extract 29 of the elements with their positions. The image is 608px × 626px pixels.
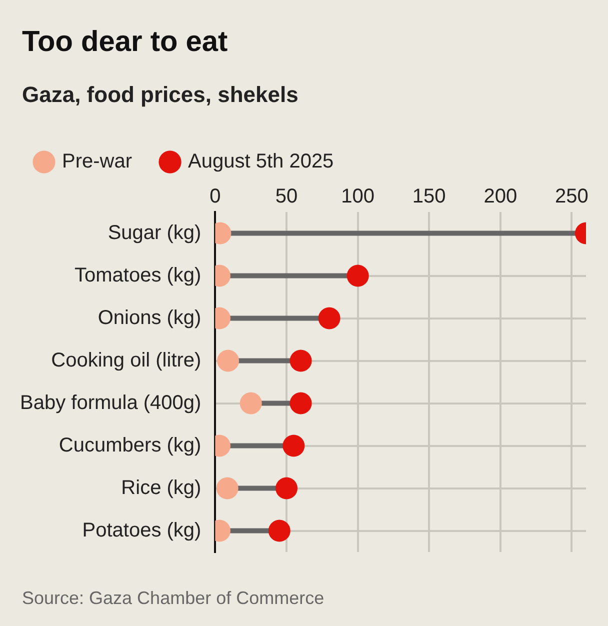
x-tick-label: 100 — [341, 186, 375, 208]
y-tick-label: Potatoes (kg) — [82, 519, 202, 542]
x-tick-label: 250 — [555, 186, 588, 208]
point — [268, 520, 290, 542]
x-tick-label: 0 — [210, 186, 221, 208]
y-tick-label: Baby formula (400g) — [20, 392, 202, 414]
point — [290, 350, 312, 372]
chart-title: Too dear to eat — [22, 26, 228, 59]
x-tick-label: 200 — [484, 186, 518, 208]
point — [240, 392, 262, 414]
point — [282, 434, 305, 457]
y-tick-label: Tomatoes (kg) — [74, 264, 202, 286]
y-tick-label: Onions (kg) — [98, 306, 202, 329]
x-tick-label: 50 — [275, 186, 298, 208]
y-tick-label: Sugar (kg) — [108, 222, 202, 244]
y-tick-label: Cooking oil (litre) — [51, 349, 202, 372]
point — [290, 392, 312, 414]
point — [318, 307, 340, 330]
legend-label: Pre-war — [62, 150, 132, 173]
y-tick-label: Rice (kg) — [121, 476, 202, 499]
x-tick-label: 150 — [412, 186, 446, 208]
point — [276, 477, 298, 500]
legend-label: August 5th 2025 — [188, 150, 334, 173]
source-note: Source: Gaza Chamber of Commerce — [22, 588, 324, 609]
chart-subtitle: Gaza, food prices, shekels — [22, 82, 298, 108]
y-tick-label: Cucumbers (kg) — [58, 434, 202, 456]
point — [216, 477, 238, 500]
point — [346, 264, 369, 287]
point — [217, 350, 240, 372]
